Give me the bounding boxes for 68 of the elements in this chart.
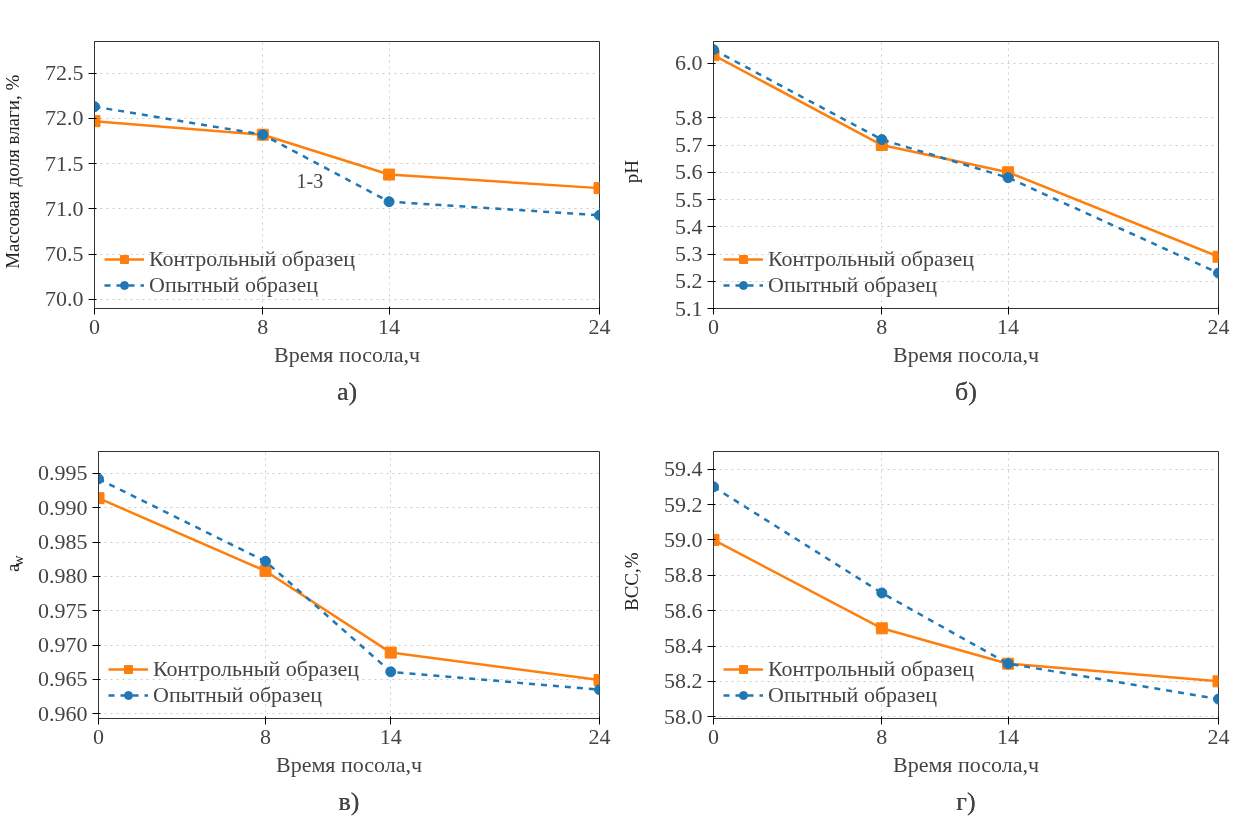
y-tick-label: 5.1	[675, 295, 703, 321]
x-tick-label: 8	[876, 723, 888, 749]
x-tick-label: 24	[588, 313, 611, 339]
y-tick-label: 0.990	[38, 494, 88, 520]
x-tick-label: 0	[708, 313, 719, 339]
x-tick-label: 14	[379, 723, 402, 749]
y-axis-title: Массовая доля влаги, %	[1, 74, 23, 269]
legend-label: Контрольный образец	[149, 246, 355, 272]
y-tick-label: 71.5	[45, 150, 84, 176]
x-axis-title: Время посола,ч	[892, 341, 1040, 367]
text: а)	[336, 376, 358, 406]
x-tick-label: 8	[876, 313, 888, 339]
x-tick-label: 0	[93, 723, 104, 749]
y-tick-label: 5.5	[675, 186, 703, 212]
x-tick-label: 14	[378, 313, 401, 339]
annotation: 1-3	[296, 170, 324, 193]
y-tick-label: 5.6	[675, 159, 703, 185]
y-axis-title: pH	[620, 159, 642, 184]
x-axis-title: Время посола,ч	[892, 751, 1040, 777]
y-tick-label: 59.2	[664, 491, 703, 517]
legend-label: Контрольный образец	[153, 656, 359, 682]
x-tick-label: 14	[997, 313, 1020, 339]
y-tick-label: 5.7	[675, 132, 703, 158]
y-tick-label: 5.2	[675, 268, 703, 294]
y-tick-label: 0.970	[38, 632, 88, 658]
x-tick-label: 8	[257, 313, 269, 339]
x-tick-label: 24	[588, 723, 611, 749]
y-tick-label: 71.0	[45, 195, 84, 221]
y-tick-label: 58.2	[664, 668, 703, 694]
text: г)	[956, 786, 976, 816]
text: б)	[955, 376, 977, 406]
legend-label: Опытный образец	[768, 272, 938, 298]
x-axis-title: Время посола,ч	[275, 751, 423, 777]
x-tick-label: 0	[89, 313, 100, 339]
y-axis-title: ВСС,%	[620, 552, 642, 612]
y-tick-label: 72.5	[45, 60, 84, 86]
y-tick-label: 5.4	[675, 213, 703, 239]
y-tick-label: 58.6	[664, 597, 703, 623]
x-axis-title: Время посола,ч	[273, 341, 421, 367]
x-tick-label: 0	[708, 723, 719, 749]
y-tick-label: 70.0	[45, 286, 84, 312]
legend-label: Опытный образец	[153, 682, 323, 708]
y-tick-label: 5.3	[675, 241, 703, 267]
x-tick-label: 24	[1207, 723, 1230, 749]
y-tick-label: 72.0	[45, 105, 84, 131]
y-tick-label: 59.4	[664, 456, 703, 482]
legend-label: Опытный образец	[768, 682, 938, 708]
y-tick-label: 58.4	[664, 633, 703, 658]
y-tick-label: 58.8	[664, 562, 703, 588]
text: в)	[338, 786, 360, 816]
legend-label: Контрольный образец	[768, 656, 974, 682]
y-tick-label: 5.8	[675, 104, 703, 130]
y-tick-label: 0.960	[38, 700, 88, 726]
y-tick-label: 0.980	[38, 563, 88, 589]
y-tick-label: 0.995	[38, 460, 88, 486]
y-tick-label: 0.975	[38, 597, 88, 623]
y-tick-label: 6.0	[675, 50, 703, 76]
y-tick-label: 58.0	[664, 703, 703, 729]
x-tick-label: 14	[997, 723, 1020, 749]
y-tick-label: 0.985	[38, 529, 88, 555]
legend-label: Опытный образец	[149, 272, 319, 298]
y-axis-title: aw	[1, 555, 27, 573]
legend-label: Контрольный образец	[768, 246, 974, 272]
y-tick-label: 59.0	[664, 526, 703, 552]
x-tick-label: 24	[1207, 313, 1230, 339]
x-tick-label: 8	[260, 723, 271, 749]
y-tick-label: 70.5	[45, 241, 84, 267]
y-tick-label: 0.965	[38, 666, 88, 692]
